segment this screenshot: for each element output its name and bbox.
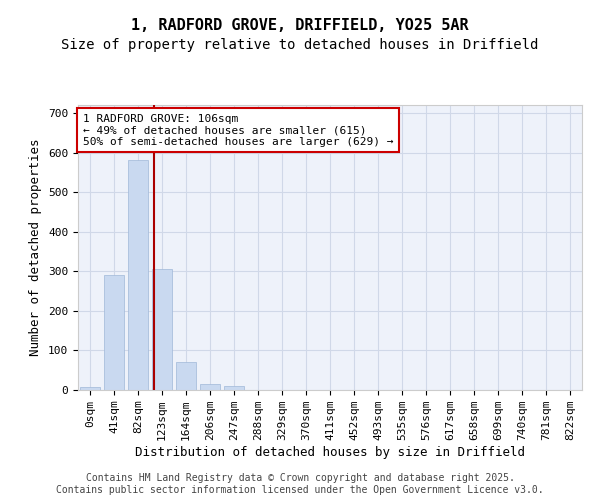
Bar xyxy=(224,386,244,390)
Text: Size of property relative to detached houses in Driffield: Size of property relative to detached ho… xyxy=(61,38,539,52)
Bar xyxy=(104,275,124,390)
Text: 1, RADFORD GROVE, DRIFFIELD, YO25 5AR: 1, RADFORD GROVE, DRIFFIELD, YO25 5AR xyxy=(131,18,469,32)
Bar xyxy=(200,384,220,390)
Text: Contains HM Land Registry data © Crown copyright and database right 2025.
Contai: Contains HM Land Registry data © Crown c… xyxy=(56,474,544,495)
Bar xyxy=(80,387,100,390)
Text: 1 RADFORD GROVE: 106sqm
← 49% of detached houses are smaller (615)
50% of semi-d: 1 RADFORD GROVE: 106sqm ← 49% of detache… xyxy=(83,114,394,147)
Bar xyxy=(176,362,196,390)
X-axis label: Distribution of detached houses by size in Driffield: Distribution of detached houses by size … xyxy=(135,446,525,459)
Bar xyxy=(152,270,172,390)
Y-axis label: Number of detached properties: Number of detached properties xyxy=(29,138,43,356)
Bar xyxy=(128,160,148,390)
